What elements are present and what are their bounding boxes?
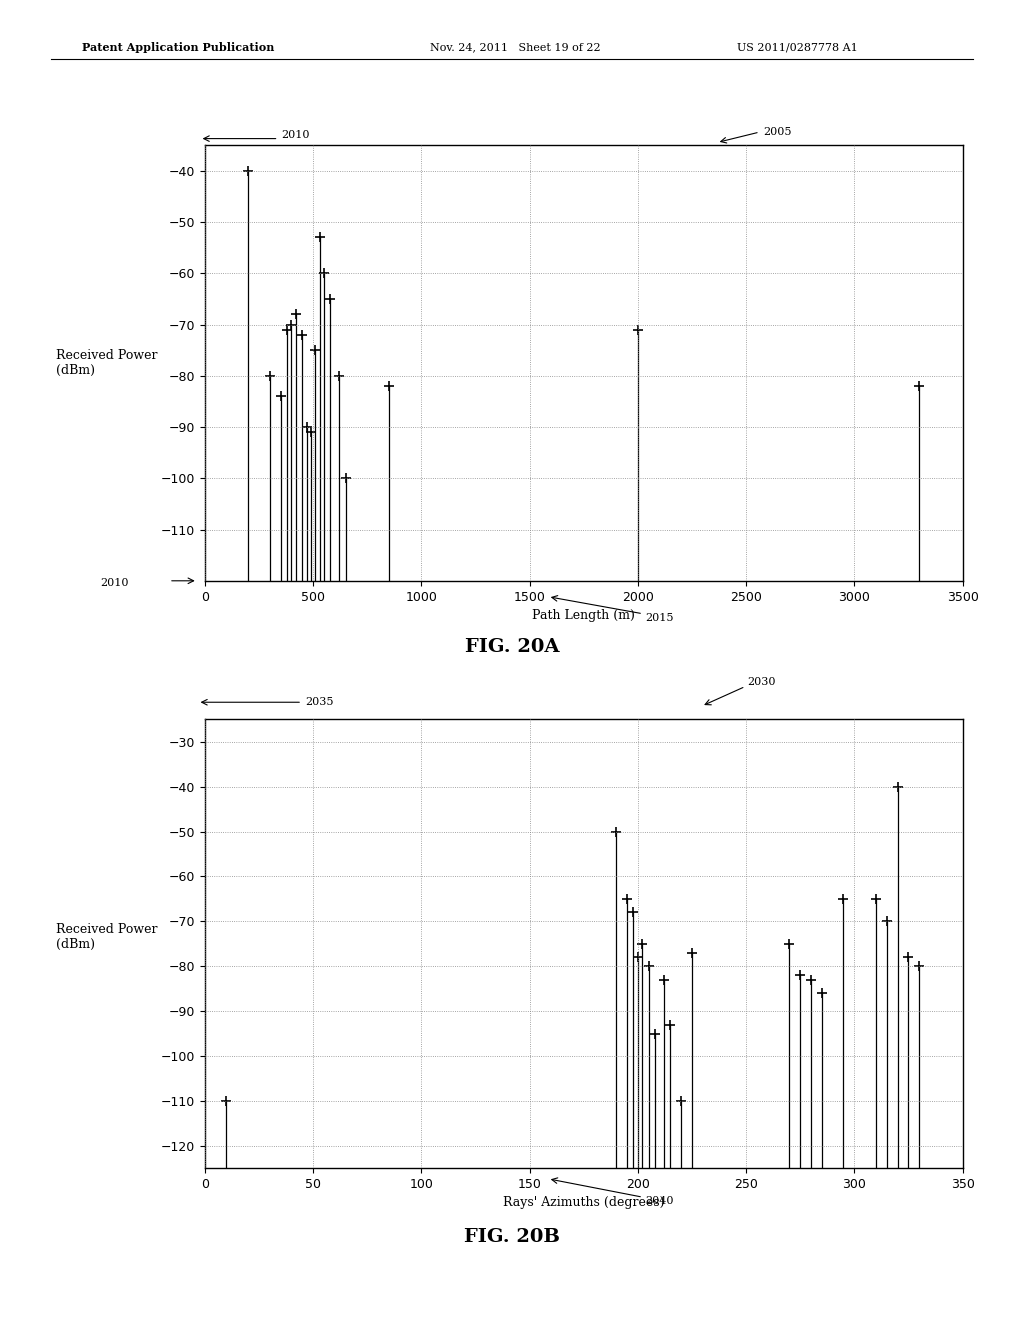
- Text: US 2011/0287778 A1: US 2011/0287778 A1: [737, 42, 858, 53]
- Text: 2010: 2010: [100, 578, 129, 589]
- Text: 2015: 2015: [645, 612, 674, 623]
- Text: 2005: 2005: [763, 127, 792, 137]
- Text: 2030: 2030: [748, 677, 776, 688]
- Text: 2035: 2035: [305, 697, 334, 708]
- Text: Nov. 24, 2011   Sheet 19 of 22: Nov. 24, 2011 Sheet 19 of 22: [430, 42, 601, 53]
- Text: Patent Application Publication: Patent Application Publication: [82, 42, 274, 53]
- X-axis label: Rays' Azimuths (degrees): Rays' Azimuths (degrees): [503, 1196, 665, 1209]
- Text: Received Power
(dBm): Received Power (dBm): [56, 923, 158, 952]
- X-axis label: Path Length (m): Path Length (m): [532, 609, 635, 622]
- Text: 2040: 2040: [645, 1196, 674, 1206]
- Text: FIG. 20A: FIG. 20A: [465, 638, 559, 656]
- Text: 2010: 2010: [282, 129, 310, 140]
- Text: FIG. 20B: FIG. 20B: [464, 1228, 560, 1246]
- Text: Received Power
(dBm): Received Power (dBm): [56, 348, 158, 378]
